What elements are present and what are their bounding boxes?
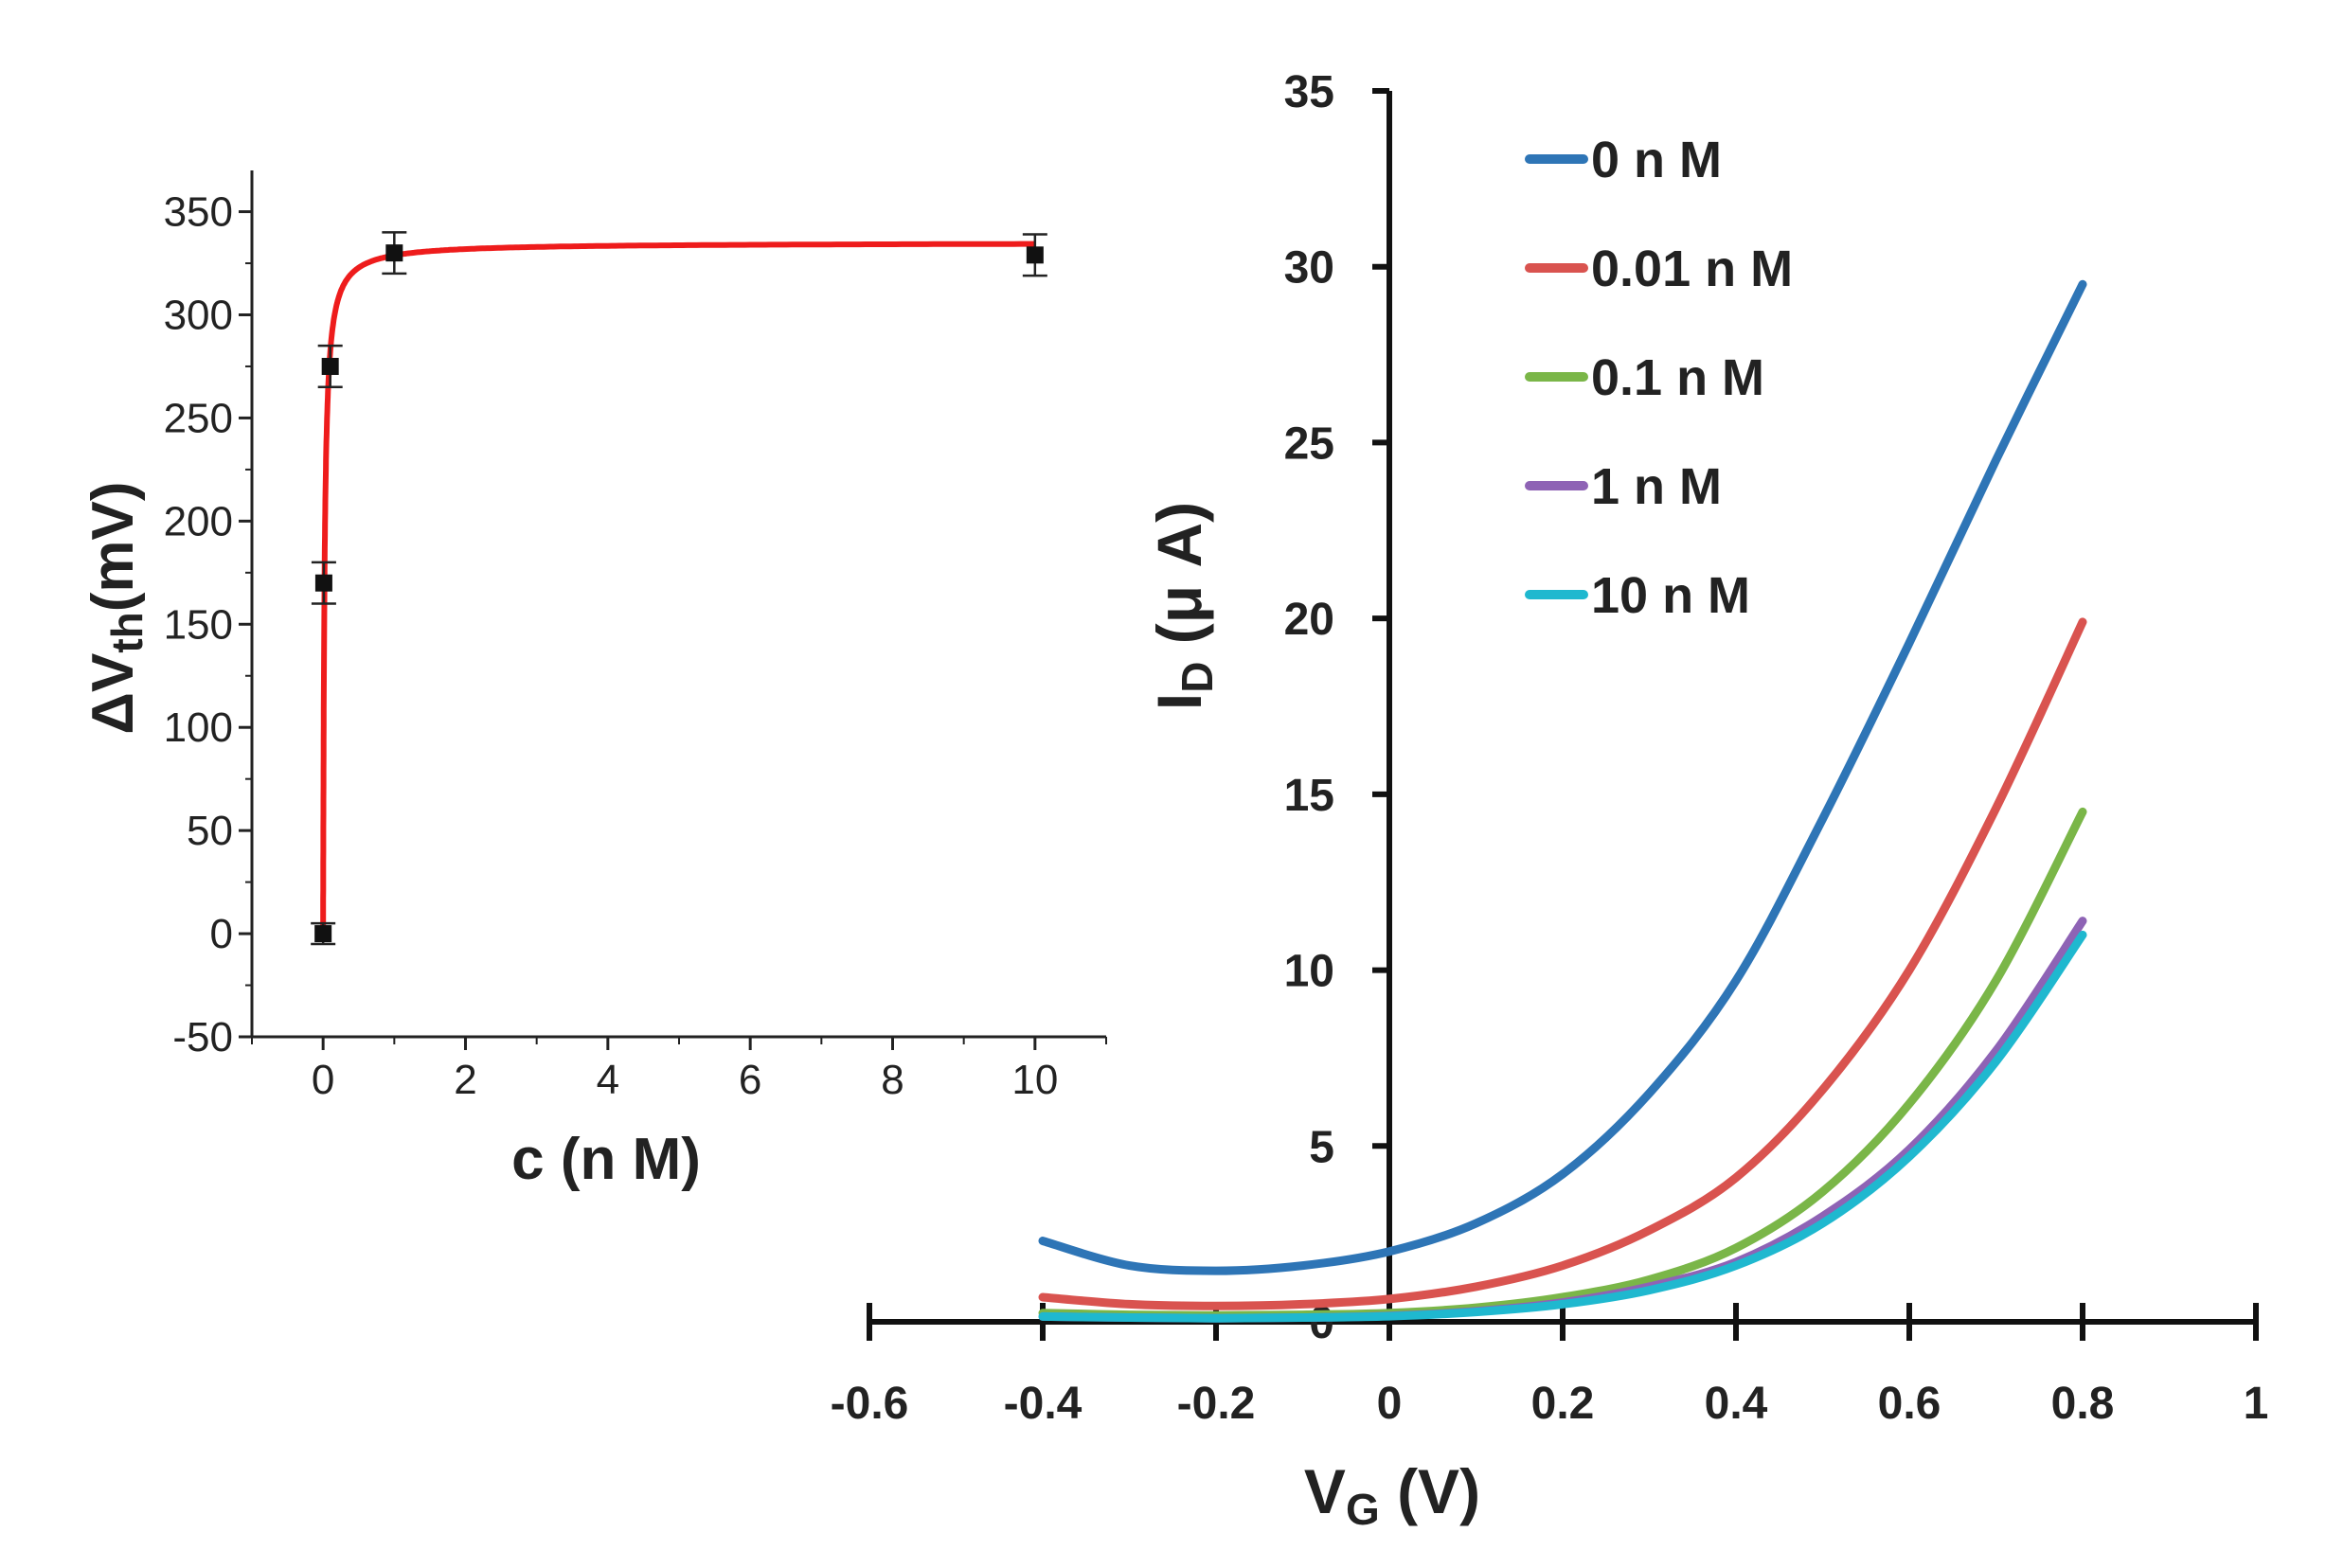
main-y-tick-label: 10	[1284, 947, 1334, 997]
inset-x-tick-label: 0	[312, 1057, 334, 1103]
main-x-tick-label: -0.4	[1004, 1379, 1082, 1429]
main-x-tick-label: 0.2	[1531, 1379, 1595, 1429]
inset-x-tick-label: 10	[1011, 1057, 1058, 1103]
inset-data-point	[314, 574, 332, 592]
main-y-tick-label: 15	[1284, 771, 1334, 821]
main-y-tick-label: 5	[1309, 1122, 1334, 1172]
main-x-axis-title: VG (V)	[1304, 1456, 1480, 1534]
inset-x-tick-label: 4	[597, 1057, 619, 1103]
main-x-tick-label: 0	[1377, 1379, 1403, 1429]
inset-x-tick-label: 6	[739, 1057, 761, 1103]
inset-data-point	[1026, 246, 1044, 264]
series-line-4	[1038, 930, 2087, 1323]
inset-data-point	[385, 244, 403, 262]
main-y-tick-label: 30	[1284, 243, 1334, 294]
series-line-1	[1038, 617, 2087, 1310]
inset-x-tick-label: 2	[454, 1057, 476, 1103]
main-x-title-unit: (V)	[1380, 1456, 1480, 1526]
inset-y-title-main: ΔV	[81, 653, 146, 735]
inset-y-title-sub: th	[102, 612, 152, 652]
main-x-tick-label: 0.4	[1705, 1379, 1768, 1429]
legend: 0 n M 0.01 n M 0.1 n M 1 n M 10 n M	[1525, 132, 1793, 624]
main-x-tick-label: 1	[2244, 1379, 2269, 1429]
inset-data-point	[314, 925, 332, 943]
series-line-3	[1038, 917, 2087, 1323]
inset-y-tick-label: 100	[164, 704, 233, 751]
inset-y-tick-label: 0	[210, 911, 233, 957]
legend-label-0: 0 n M	[1591, 132, 1722, 188]
main-x-tick-label: -0.6	[831, 1379, 909, 1429]
inset-y-tick-label: 50	[187, 808, 233, 854]
main-y-axis-title: ID (μ A)	[1144, 502, 1222, 710]
main-y-title-main: I	[1144, 693, 1214, 710]
inset-y-tick-label: 250	[164, 395, 233, 441]
legend-label-2: 0.1 n M	[1591, 349, 1764, 406]
inset-fit-curve	[320, 241, 1035, 935]
inset-data-point	[321, 357, 339, 375]
inset-axes: -50 0 50 100 150 200 250 300 350 0 2 4 6 8 10	[164, 170, 1107, 1103]
main-x-tick-label: 0.6	[1878, 1379, 1941, 1429]
series-line-2	[1038, 807, 2087, 1320]
main-y-title-sub: D	[1172, 662, 1222, 693]
series-line-0	[1038, 279, 2087, 1275]
main-y-title-unit: (μ A)	[1144, 502, 1214, 662]
inset-y-tick-label: -50	[172, 1014, 233, 1060]
inset-y-tick-label: 350	[164, 189, 233, 236]
main-x-title-sub: G	[1346, 1485, 1380, 1534]
legend-label-1: 0.01 n M	[1591, 241, 1793, 297]
inset-x-axis-title: c (n M)	[511, 1127, 701, 1192]
legend-label-4: 10 n M	[1591, 567, 1750, 624]
main-x-tick-label: -0.2	[1177, 1379, 1256, 1429]
inset-x-tick-label: 8	[881, 1057, 904, 1103]
main-y-tick-label: 20	[1284, 595, 1334, 645]
inset-y-tick-label: 300	[164, 293, 233, 339]
main-y-tick-label: 35	[1284, 67, 1334, 117]
legend-label-3: 1 n M	[1591, 458, 1722, 515]
inset-y-axis-title: ΔVth(mV)	[81, 481, 152, 734]
inset-y-tick-label: 150	[164, 601, 233, 648]
inset-y-title-unit: (mV)	[81, 481, 146, 612]
main-y-tick-label: 25	[1284, 419, 1334, 469]
main-x-title-main: V	[1304, 1456, 1346, 1526]
inset-y-tick-label: 200	[164, 498, 233, 544]
main-series	[1038, 279, 2087, 1323]
main-x-tick-label: 0.8	[2051, 1379, 2115, 1429]
inset-marks	[311, 231, 1047, 946]
